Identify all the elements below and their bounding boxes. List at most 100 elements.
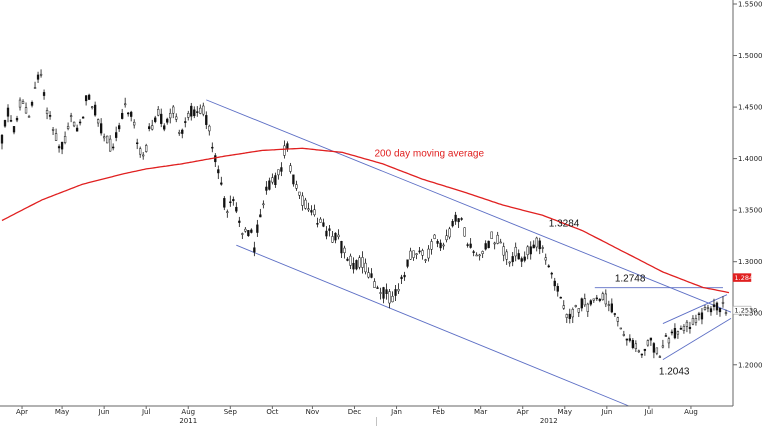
candle-body [532, 244, 535, 249]
candle-body [217, 169, 220, 174]
candle-body [514, 246, 517, 257]
candle-body [160, 113, 163, 124]
candle-body [400, 276, 403, 280]
candle-body [172, 106, 175, 114]
candle-body [421, 250, 424, 256]
candle-body [337, 234, 340, 238]
candle-body [328, 228, 331, 231]
candle-body [496, 234, 499, 244]
candle-body [589, 300, 592, 305]
candle-body [57, 146, 61, 149]
candle-body [295, 184, 298, 189]
candle-body [637, 350, 641, 353]
candle-body [87, 94, 91, 100]
x-tick-label: Nov [306, 408, 320, 416]
upper-trendline [206, 99, 732, 313]
candle-body [232, 199, 235, 202]
candle-body [72, 121, 76, 127]
candle-body [54, 133, 58, 141]
candle-body [265, 186, 268, 191]
candle-body [214, 155, 217, 163]
candle-body [466, 244, 469, 246]
candle-body [643, 348, 647, 351]
candle-body [520, 258, 523, 262]
candle-body [220, 182, 223, 185]
x-tick-label: Jan [390, 408, 402, 416]
level-1-2043: 1.2043 [659, 366, 690, 377]
candle-body [472, 251, 475, 253]
candle-body [715, 302, 719, 311]
candle-body [166, 118, 169, 123]
candle-body [580, 298, 583, 309]
candle-body [463, 227, 466, 237]
candle-body [655, 347, 659, 354]
candle-body [78, 121, 82, 124]
candle-body [211, 146, 214, 149]
candle-body [538, 240, 541, 250]
x-tick-label: Oct [266, 408, 278, 416]
candle-body [529, 246, 532, 255]
candle-body [595, 297, 598, 300]
candle-body [30, 101, 34, 106]
candle-body [541, 247, 544, 249]
candle-body [63, 136, 67, 143]
candle-body [481, 251, 484, 254]
candle-body [451, 221, 454, 227]
candle-body [367, 272, 370, 278]
candle-body [142, 154, 145, 157]
candle-body [577, 308, 580, 313]
candle-body [105, 135, 109, 144]
candle-body [619, 327, 622, 330]
candle-body [48, 115, 52, 117]
candle-body [274, 175, 277, 185]
candle-body [508, 261, 511, 264]
candle-body [196, 111, 199, 113]
candle-body [523, 256, 526, 261]
candle-body [517, 253, 520, 260]
candle-body [364, 262, 367, 273]
candle-body [406, 259, 409, 267]
candle-body [436, 240, 439, 244]
candle-body [24, 107, 28, 114]
candle-body [526, 246, 529, 256]
candle-body [442, 244, 445, 247]
candle-body [205, 115, 208, 125]
candle-body [409, 250, 412, 260]
candle-body [535, 237, 538, 248]
candle-body [102, 136, 106, 139]
candle-body [670, 331, 674, 334]
candle-body [397, 289, 400, 292]
candle-body [430, 241, 433, 250]
candle-body [69, 115, 73, 117]
candle-body [298, 191, 301, 196]
candle-body [487, 240, 490, 249]
candle-body [84, 95, 88, 102]
candle-body [691, 318, 695, 325]
candle-body [127, 112, 130, 115]
x-tick-label: May [558, 408, 572, 416]
last-value-tags-group: 1.2846 1.2530 [732, 273, 757, 314]
candle-body [379, 292, 382, 294]
candle-body [112, 146, 115, 149]
candles-group [0, 69, 728, 359]
candle-body [331, 236, 334, 243]
wedge-upper [662, 294, 728, 324]
candle-body [235, 206, 238, 212]
trendlines-group [206, 99, 732, 407]
candle-body [39, 73, 43, 76]
candle-body [652, 343, 656, 353]
candle-body [289, 165, 292, 172]
candle-body [286, 143, 289, 149]
candle-body [601, 293, 604, 301]
candle-body [640, 353, 644, 356]
candle-body [682, 326, 686, 331]
candle-body [628, 338, 632, 341]
candle-body [469, 243, 472, 248]
candle-body [613, 313, 616, 315]
candle-body [685, 321, 689, 327]
candle-body [679, 327, 683, 330]
x-tick-label: Feb [432, 408, 445, 416]
candle-body [460, 218, 463, 220]
candle-body [415, 253, 418, 255]
